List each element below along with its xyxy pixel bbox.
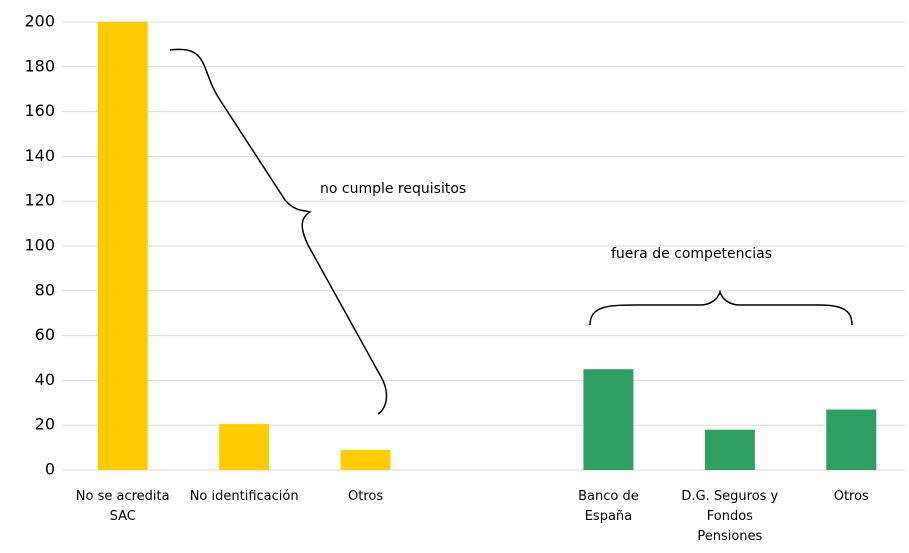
y-tick-label: 100 <box>24 236 55 255</box>
x-tick-label: D.G. Seguros y Fondos Pensiones <box>681 489 779 544</box>
y-tick-label: 140 <box>24 146 55 165</box>
x-tick-label: Otros <box>833 489 869 504</box>
bar <box>97 22 148 470</box>
y-tick-label: 60 <box>35 325 55 344</box>
annotation: fuera de competencias <box>611 246 772 262</box>
y-tick-label: 40 <box>35 370 55 389</box>
x-tick-label: No se acredita SAC <box>75 489 170 524</box>
y-tick-label: 20 <box>35 415 55 434</box>
bar <box>583 369 634 470</box>
y-tick-label: 120 <box>24 191 55 210</box>
brace <box>589 289 853 326</box>
bar <box>826 409 877 470</box>
y-tick-label: 80 <box>35 280 55 299</box>
bar <box>219 424 270 470</box>
y-tick-label: 180 <box>24 56 55 75</box>
bar <box>340 449 391 470</box>
annotation: no cumple requisitos <box>320 181 466 197</box>
x-tick-label: No identificación <box>189 489 299 504</box>
y-tick-label: 200 <box>24 12 55 31</box>
y-tick-label: 160 <box>24 101 55 120</box>
y-tick-label: 0 <box>45 460 55 479</box>
bar <box>704 429 755 470</box>
x-tick-label: Banco de España <box>578 489 639 524</box>
x-tick-label: Otros <box>348 489 384 504</box>
brace <box>169 48 388 415</box>
